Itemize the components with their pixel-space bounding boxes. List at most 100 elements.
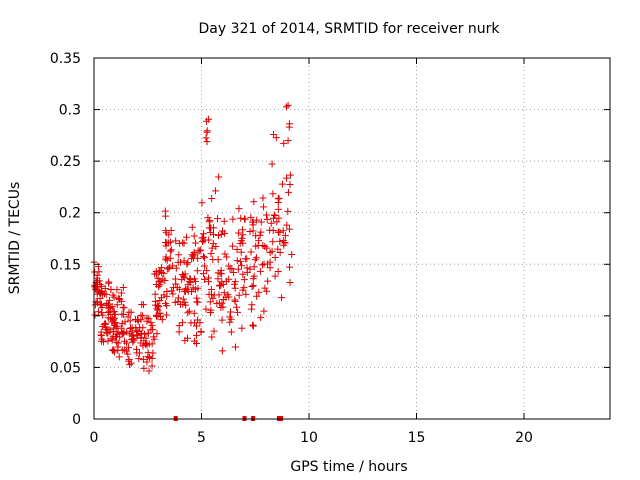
data-point <box>241 255 249 263</box>
data-point <box>256 231 264 239</box>
data-point <box>91 268 99 276</box>
data-point <box>247 248 255 256</box>
data-point <box>285 225 293 233</box>
data-point <box>283 221 291 229</box>
data-point <box>148 362 156 370</box>
data-point <box>167 246 175 254</box>
data-point <box>155 277 163 285</box>
data-point <box>250 272 258 280</box>
data-point <box>203 138 211 146</box>
data-point <box>229 215 237 223</box>
data-point <box>139 301 147 309</box>
data-point <box>199 234 207 242</box>
data-point <box>253 292 261 300</box>
data-point <box>274 228 282 236</box>
data-point <box>215 299 223 307</box>
data-point <box>153 305 161 313</box>
y-tick-label: 0.05 <box>50 360 81 376</box>
data-point <box>97 328 105 336</box>
y-tick-label: 0.3 <box>59 103 81 119</box>
data-point <box>229 242 237 250</box>
data-point <box>280 241 288 249</box>
data-point <box>212 187 220 195</box>
data-point <box>231 284 239 292</box>
data-point <box>281 232 289 240</box>
data-point <box>155 268 163 276</box>
data-point <box>117 289 125 297</box>
data-point <box>269 226 277 234</box>
data-point <box>165 231 173 239</box>
data-point <box>191 277 199 285</box>
data-point <box>230 280 238 288</box>
x-tick-labels: 0 5 10 15 20 <box>90 430 533 446</box>
data-point <box>282 103 290 111</box>
data-point <box>235 229 243 237</box>
data-point <box>249 321 257 329</box>
chart-title: Day 321 of 2014, SRMTID for receiver nur… <box>198 21 500 37</box>
data-point <box>206 216 214 224</box>
data-point <box>279 227 287 235</box>
data-point <box>233 246 241 254</box>
data-point <box>139 355 147 363</box>
data-point <box>125 356 133 364</box>
y-tick-label: 0.15 <box>50 257 81 273</box>
data-point <box>111 348 119 356</box>
data-point <box>288 251 296 259</box>
data-point <box>110 328 118 336</box>
data-point <box>217 303 225 311</box>
data-point <box>113 286 121 294</box>
data-point <box>286 278 294 286</box>
data-point <box>158 294 166 302</box>
data-point <box>267 219 275 227</box>
data-point <box>273 218 281 226</box>
data-point <box>263 215 271 223</box>
data-point <box>276 237 284 245</box>
data-point <box>278 294 286 302</box>
data-point <box>236 258 244 266</box>
y-axis-label: SRMTID / TECUs <box>7 182 23 295</box>
data-point <box>193 340 201 348</box>
data-point <box>129 338 137 346</box>
data-point <box>260 203 268 211</box>
data-point <box>118 346 126 354</box>
data-point <box>230 268 238 276</box>
data-point <box>108 314 116 322</box>
data-point <box>237 248 245 256</box>
data-point <box>242 290 250 298</box>
data-point <box>123 347 131 355</box>
data-point <box>168 287 176 295</box>
data-point <box>274 267 282 275</box>
data-point <box>183 260 191 268</box>
data-point <box>214 256 222 264</box>
data-point <box>151 290 159 298</box>
data-point <box>286 263 294 271</box>
data-point <box>138 330 146 338</box>
data-point <box>145 367 153 375</box>
data-point <box>200 252 208 260</box>
data-point <box>262 211 270 219</box>
data-points <box>90 101 296 375</box>
data-point <box>205 236 213 244</box>
data-point <box>200 230 208 238</box>
data-point <box>95 277 103 285</box>
data-point <box>206 228 214 236</box>
data-point <box>269 190 277 198</box>
data-point <box>187 276 195 284</box>
data-point <box>284 207 292 215</box>
data-point <box>162 311 170 319</box>
data-point <box>163 288 171 296</box>
y-tick-label: 0.1 <box>59 309 81 325</box>
data-point <box>220 289 228 297</box>
data-point <box>236 240 244 248</box>
data-point <box>202 305 210 313</box>
data-point <box>180 239 188 247</box>
data-point <box>217 231 225 239</box>
data-point <box>207 250 215 258</box>
data-point <box>253 216 261 224</box>
data-point <box>231 296 239 304</box>
data-point <box>119 283 127 291</box>
data-point <box>161 276 169 284</box>
data-point <box>191 285 199 293</box>
data-point <box>185 307 193 315</box>
data-point <box>107 285 115 293</box>
